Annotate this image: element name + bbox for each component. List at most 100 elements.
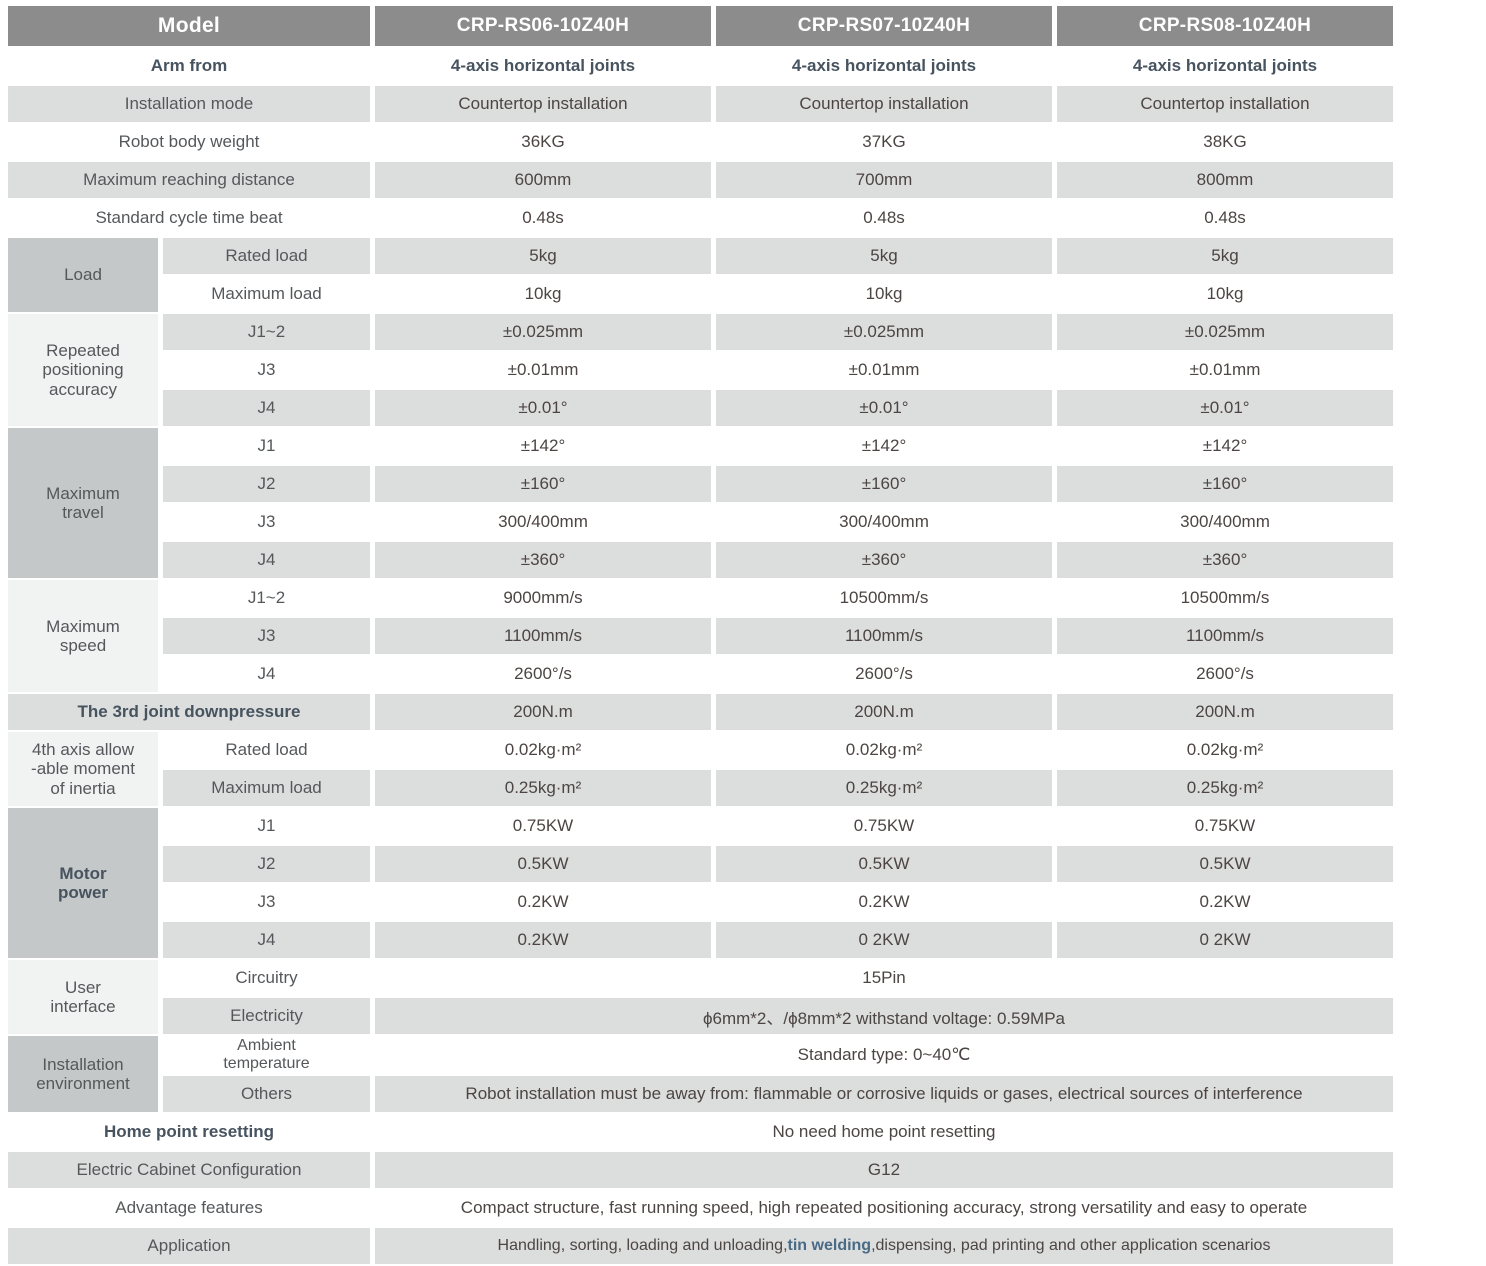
- inertia-maximum-value-3: 0.25kg·m²: [1057, 770, 1393, 806]
- row-rpa-j3: J3 ±0.01mm ±0.01mm ±0.01mm: [8, 352, 1393, 388]
- motor-j3-value-2: 0.2KW: [858, 892, 910, 911]
- travel-j4-label: J4: [163, 542, 370, 578]
- ambient-temperature-value: Standard type: 0~40℃: [797, 1044, 971, 1064]
- motor-j3-label: J3: [257, 892, 276, 911]
- travel-j2-value-3: ±160°: [1057, 466, 1393, 502]
- row-load-maximum: Maximum load 10kg 10kg 10kg: [8, 276, 1393, 312]
- load-rated-label: Rated load: [163, 238, 370, 274]
- travel-j1-value-3: ±142°: [1202, 436, 1248, 455]
- installation-mode-value-2: Countertop installation: [716, 86, 1052, 122]
- spec-table: Model CRP-RS06-10Z40H CRP-RS07-10Z40H CR…: [3, 4, 1398, 1266]
- maximum-reaching-distance-value-3: 800mm: [1057, 162, 1393, 198]
- speed-j12-value-3: 10500mm/s: [1180, 588, 1270, 607]
- rpa-j4-value-1: ±0.01°: [375, 390, 711, 426]
- travel-j1-value-1: ±142°: [520, 436, 566, 455]
- load-group-label: Load: [8, 238, 158, 312]
- row-ambient-temperature: Installation environment Ambient tempera…: [8, 1036, 1393, 1112]
- row-robot-body-weight: Robot body weight 36KG 37KG 38KG: [8, 124, 1393, 160]
- maximum-speed-group-label: Maximum speed: [8, 580, 158, 692]
- load-rated-value-1: 5kg: [375, 238, 711, 274]
- row-motor-j4: J4 0.2KW 0 2KW 0 2KW: [8, 922, 1393, 958]
- load-maximum-value-1: 10kg: [524, 284, 562, 303]
- standard-cycle-time-beat-label: Standard cycle time beat: [95, 208, 283, 227]
- arm-from-value-3: 4-axis horizontal joints: [1132, 56, 1318, 75]
- speed-j12-value-1: 9000mm/s: [503, 588, 583, 607]
- robot-body-weight-value-1: 36KG: [521, 132, 565, 151]
- rpa-j4-label: J4: [163, 390, 370, 426]
- electricity-label: Electricity: [163, 998, 370, 1034]
- inertia-rated-value-1: 0.02kg·m²: [504, 740, 582, 759]
- travel-j2-label: J2: [163, 466, 370, 502]
- arm-from-value-1: 4-axis horizontal joints: [450, 56, 636, 75]
- speed-j4-value-2: 2600°/s: [855, 664, 913, 683]
- rpa-j12-value-3: ±0.025mm: [1057, 314, 1393, 350]
- advantage-features-value: Compact structure, fast running speed, h…: [460, 1197, 1308, 1217]
- speed-j3-value-3: 1100mm/s: [1057, 618, 1393, 654]
- load-maximum-value-3: 10kg: [1206, 284, 1244, 303]
- travel-j3-value-1: 300/400mm: [498, 512, 588, 531]
- circuitry-value: 15Pin: [862, 968, 906, 987]
- standard-cycle-time-beat-value-1: 0.48s: [522, 208, 564, 227]
- speed-j12-value-2: 10500mm/s: [839, 588, 929, 607]
- travel-j4-value-2: ±360°: [716, 542, 1052, 578]
- rpa-j12-value-1: ±0.025mm: [375, 314, 711, 350]
- rpa-j12-value-2: ±0.025mm: [716, 314, 1052, 350]
- advantage-features-label: Advantage features: [115, 1197, 263, 1217]
- motor-j3-value-1: 0.2KW: [517, 892, 569, 911]
- motor-j2-label: J2: [163, 846, 370, 882]
- motor-j4-label: J4: [163, 922, 370, 958]
- travel-j3-value-3: 300/400mm: [1180, 512, 1270, 531]
- standard-cycle-time-beat-value-2: 0.48s: [863, 208, 905, 227]
- inertia-maximum-label: Maximum load: [163, 770, 370, 806]
- row-travel-j2: J2 ±160° ±160° ±160°: [8, 466, 1393, 502]
- rpa-j12-label: J1~2: [163, 314, 370, 350]
- motor-j1-value-1: 0.75KW: [512, 816, 574, 835]
- row-third-joint-downpressure: The 3rd joint downpressure 200N.m 200N.m…: [8, 694, 1393, 730]
- motor-j3-value-3: 0.2KW: [1199, 892, 1251, 911]
- model-column-2: CRP-RS07-10Z40H: [716, 6, 1052, 46]
- robot-body-weight-value-3: 38KG: [1203, 132, 1247, 151]
- travel-j1-label: J1: [257, 436, 276, 455]
- row-arm-from: Arm from 4-axis horizontal joints 4-axis…: [8, 48, 1393, 84]
- installation-environment-group-label: Installation environment: [8, 1036, 158, 1112]
- application-value-post: ,dispensing, pad printing and other appl…: [871, 1236, 1271, 1254]
- motor-power-group-label: Motor power: [8, 808, 158, 958]
- inertia-rated-value-2: 0.02kg·m²: [845, 740, 923, 759]
- row-motor-j2: J2 0.5KW 0.5KW 0.5KW: [8, 846, 1393, 882]
- home-point-resetting-label: Home point resetting: [103, 1121, 274, 1141]
- row-speed-j12: Maximum speed J1~2 9000mm/s 10500mm/s 10…: [8, 580, 1393, 692]
- row-inertia-rated: 4th axis allow -able moment of inertia R…: [8, 732, 1393, 806]
- third-joint-downpressure-value-1: 200N.m: [375, 694, 711, 730]
- row-travel-j3: J3 300/400mm 300/400mm 300/400mm: [8, 504, 1393, 540]
- row-inertia-maximum: Maximum load 0.25kg·m² 0.25kg·m² 0.25kg·…: [8, 770, 1393, 806]
- load-maximum-label: Maximum load: [211, 284, 322, 303]
- load-rated-value-3: 5kg: [1057, 238, 1393, 274]
- row-load-rated: Load Rated load 5kg 5kg 5kg: [8, 238, 1393, 312]
- robot-body-weight-value-2: 37KG: [862, 132, 906, 151]
- row-motor-j3: J3 0.2KW 0.2KW 0.2KW: [8, 884, 1393, 920]
- others-value: Robot installation must be away from: fl…: [375, 1075, 1393, 1112]
- home-point-resetting-value: No need home point resetting: [772, 1121, 996, 1141]
- inertia-maximum-value-2: 0.25kg·m²: [716, 770, 1052, 806]
- speed-j3-value-2: 1100mm/s: [716, 618, 1052, 654]
- application-value-pre: Handling, sorting, loading and unloading…: [497, 1236, 788, 1254]
- user-interface-group-label: User interface: [8, 960, 158, 1034]
- rpa-j3-value-2: ±0.01mm: [848, 360, 920, 379]
- maximum-reaching-distance-value-1: 600mm: [375, 162, 711, 198]
- travel-j3-label: J3: [257, 512, 276, 531]
- robot-body-weight-label: Robot body weight: [118, 132, 260, 151]
- model-column-1: CRP-RS06-10Z40H: [375, 6, 711, 46]
- row-electricity: Electricity ϕ6mm*2、/ϕ8mm*2 withstand vol…: [8, 998, 1393, 1034]
- rpa-j3-value-3: ±0.01mm: [1189, 360, 1261, 379]
- arm-from-label: Arm from: [150, 56, 228, 75]
- electricity-value: ϕ6mm*2、/ϕ8mm*2 withstand voltage: 0.59MP…: [375, 998, 1393, 1034]
- row-installation-mode: Installation mode Countertop installatio…: [8, 86, 1393, 122]
- maximum-travel-group-label: Maximum travel: [8, 428, 158, 578]
- load-rated-value-2: 5kg: [716, 238, 1052, 274]
- header-row: Model CRP-RS06-10Z40H CRP-RS07-10Z40H CR…: [8, 6, 1393, 46]
- motor-j2-value-2: 0.5KW: [716, 846, 1052, 882]
- standard-cycle-time-beat-value-3: 0.48s: [1204, 208, 1246, 227]
- maximum-reaching-distance-value-2: 700mm: [716, 162, 1052, 198]
- third-joint-downpressure-value-3: 200N.m: [1057, 694, 1393, 730]
- motor-j1-label: J1: [257, 816, 276, 835]
